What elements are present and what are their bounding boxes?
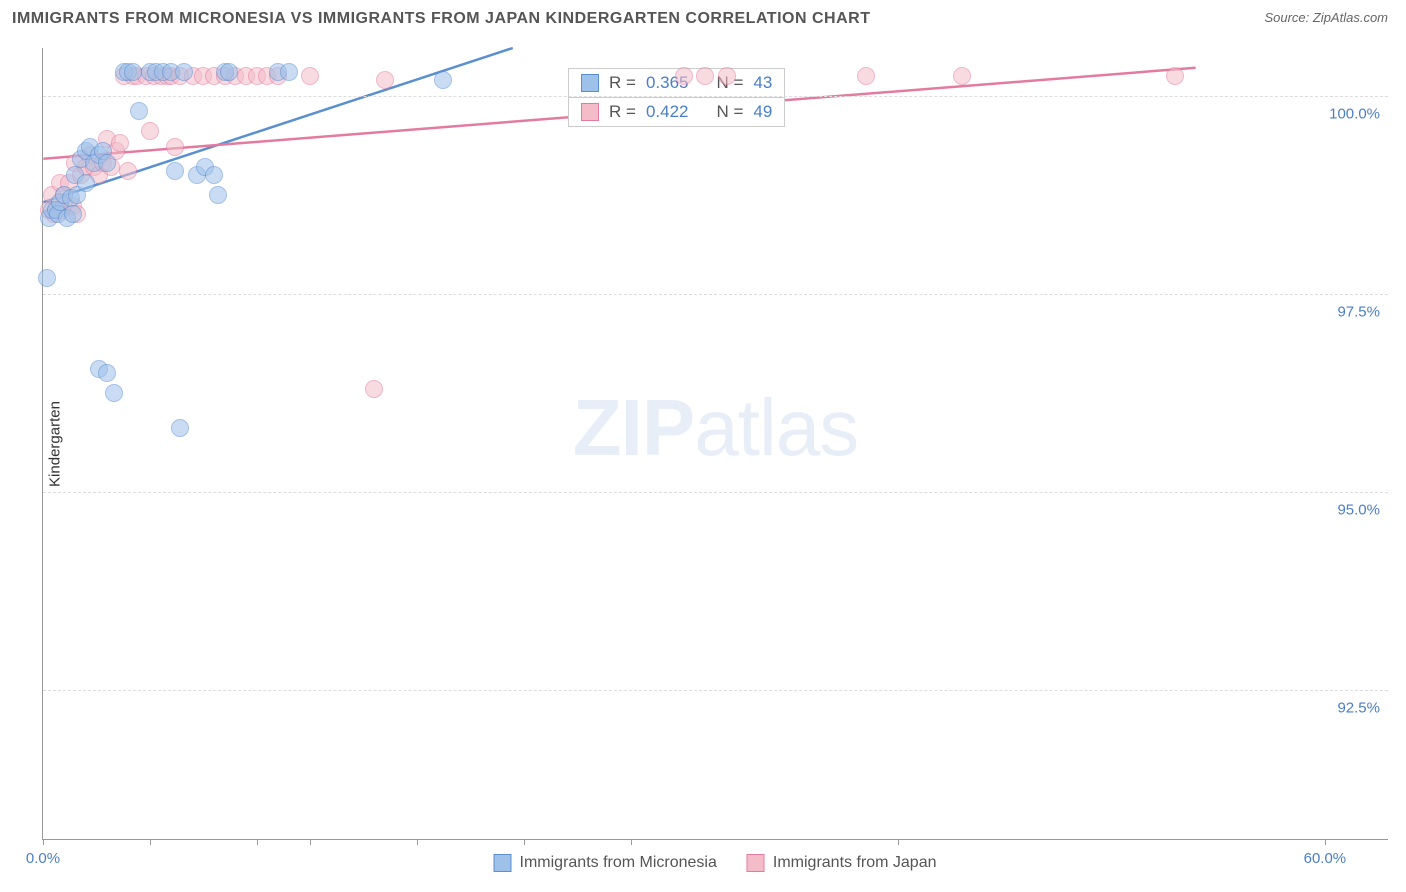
- scatter-point: [376, 71, 394, 89]
- y-tick-label: 100.0%: [1329, 105, 1380, 122]
- scatter-point: [675, 67, 693, 85]
- gridline-h: [43, 492, 1388, 493]
- scatter-point: [209, 186, 227, 204]
- x-tick-label: 60.0%: [1304, 850, 1347, 867]
- scatter-point: [98, 364, 116, 382]
- scatter-point: [857, 67, 875, 85]
- x-tick: [43, 839, 44, 845]
- scatter-point: [64, 205, 82, 223]
- x-tick: [310, 839, 311, 845]
- legend-label: Immigrants from Japan: [773, 854, 937, 872]
- scatter-point: [77, 174, 95, 192]
- gridline-h: [43, 294, 1388, 295]
- scatter-point: [365, 380, 383, 398]
- plot-area: Kindergarten ZIPatlas R =0.365N =43R =0.…: [42, 48, 1388, 840]
- x-tick: [1325, 839, 1326, 845]
- x-tick: [631, 839, 632, 845]
- scatter-point: [205, 166, 223, 184]
- legend-item: Immigrants from Micronesia: [494, 854, 717, 872]
- series-swatch: [581, 103, 599, 121]
- y-tick-label: 92.5%: [1337, 699, 1380, 716]
- trend-lines: [43, 48, 1388, 839]
- scatter-point: [105, 384, 123, 402]
- r-value: 0.422: [646, 102, 689, 122]
- scatter-point: [98, 154, 116, 172]
- r-label: R =: [609, 73, 636, 93]
- legend-item: Immigrants from Japan: [747, 854, 937, 872]
- x-tick: [898, 839, 899, 845]
- gridline-h: [43, 690, 1388, 691]
- scatter-point: [171, 419, 189, 437]
- scatter-point: [111, 134, 129, 152]
- scatter-point: [1166, 67, 1184, 85]
- scatter-point: [301, 67, 319, 85]
- x-tick: [257, 839, 258, 845]
- x-tick: [524, 839, 525, 845]
- scatter-point: [38, 269, 56, 287]
- legend-swatch: [494, 854, 512, 872]
- scatter-point: [953, 67, 971, 85]
- stats-row: R = 0.422 N = 49: [569, 98, 784, 126]
- scatter-point: [124, 63, 142, 81]
- r-label: R =: [609, 102, 636, 122]
- series-swatch: [581, 74, 599, 92]
- y-tick-label: 97.5%: [1337, 303, 1380, 320]
- scatter-point: [718, 67, 736, 85]
- x-tick-label: 0.0%: [26, 850, 60, 867]
- scatter-point: [141, 122, 159, 140]
- scatter-point: [130, 102, 148, 120]
- n-value: 49: [753, 102, 772, 122]
- x-tick: [417, 839, 418, 845]
- scatter-point: [166, 138, 184, 156]
- scatter-point: [175, 63, 193, 81]
- x-tick: [150, 839, 151, 845]
- legend: Immigrants from Micronesia Immigrants fro…: [494, 854, 937, 872]
- scatter-point: [280, 63, 298, 81]
- scatter-point: [166, 162, 184, 180]
- chart-title: IMMIGRANTS FROM MICRONESIA VS IMMIGRANTS…: [12, 10, 870, 28]
- legend-swatch: [747, 854, 765, 872]
- source-label: Source: ZipAtlas.com: [1264, 10, 1388, 25]
- scatter-point: [119, 162, 137, 180]
- n-label: N =: [716, 102, 743, 122]
- scatter-point: [696, 67, 714, 85]
- legend-label: Immigrants from Micronesia: [520, 854, 717, 872]
- gridline-h: [43, 96, 1388, 97]
- y-tick-label: 95.0%: [1337, 501, 1380, 518]
- n-value: 43: [753, 73, 772, 93]
- scatter-point: [434, 71, 452, 89]
- scatter-point: [220, 63, 238, 81]
